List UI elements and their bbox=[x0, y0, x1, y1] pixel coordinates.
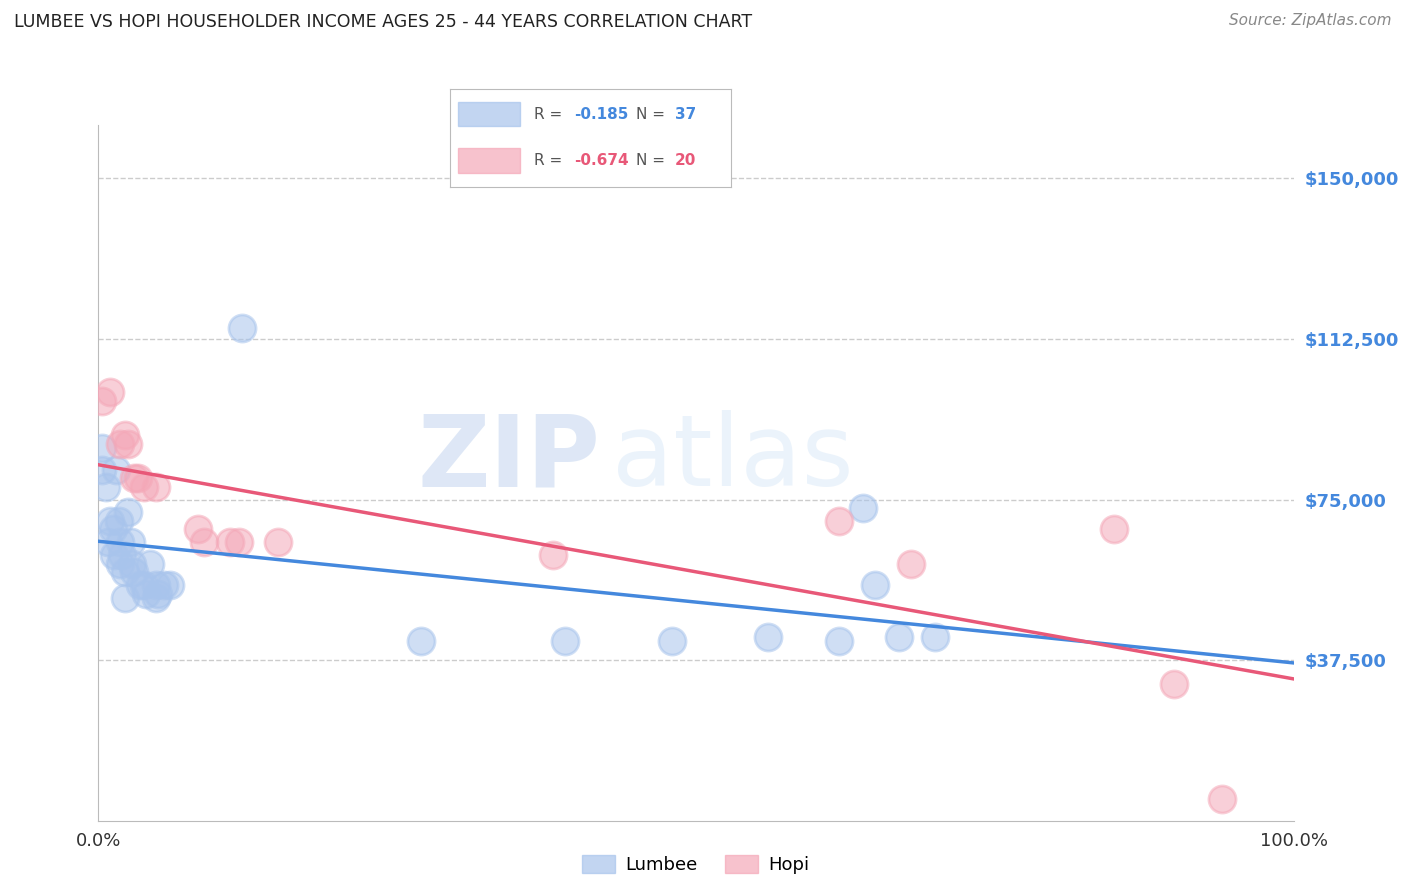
Point bbox=[105, 462, 128, 476]
Text: N =: N = bbox=[636, 153, 669, 169]
Point bbox=[101, 523, 124, 537]
Text: -0.185: -0.185 bbox=[574, 107, 628, 122]
Text: -0.674: -0.674 bbox=[574, 153, 628, 169]
Point bbox=[153, 578, 176, 592]
Point bbox=[145, 480, 167, 494]
Point bbox=[1102, 523, 1125, 537]
Point bbox=[541, 548, 564, 562]
Point bbox=[828, 633, 851, 648]
Point bbox=[129, 578, 152, 592]
Point bbox=[148, 587, 170, 601]
Point bbox=[114, 428, 136, 442]
Point bbox=[114, 566, 136, 580]
Point bbox=[924, 630, 946, 644]
Point bbox=[124, 566, 146, 580]
Text: LUMBEE VS HOPI HOUSEHOLDER INCOME AGES 25 - 44 YEARS CORRELATION CHART: LUMBEE VS HOPI HOUSEHOLDER INCOME AGES 2… bbox=[14, 13, 752, 31]
Point bbox=[111, 548, 134, 562]
Point bbox=[159, 578, 181, 592]
Text: 37: 37 bbox=[675, 107, 696, 122]
Point bbox=[120, 535, 142, 549]
Text: R =: R = bbox=[534, 107, 568, 122]
Bar bbox=[458, 148, 520, 173]
Point bbox=[108, 535, 131, 549]
Point bbox=[132, 578, 155, 592]
Point bbox=[267, 535, 290, 549]
Point bbox=[900, 557, 922, 571]
Point bbox=[863, 578, 887, 592]
Point bbox=[889, 630, 911, 644]
Text: N =: N = bbox=[636, 107, 669, 122]
Point bbox=[97, 535, 120, 549]
Point bbox=[852, 501, 875, 516]
Point bbox=[117, 437, 139, 451]
Point bbox=[145, 578, 167, 592]
Point bbox=[91, 441, 114, 455]
Point bbox=[554, 633, 576, 648]
Point bbox=[98, 514, 122, 528]
Point bbox=[828, 514, 851, 528]
Point bbox=[411, 633, 433, 648]
Point bbox=[91, 462, 114, 476]
Text: R =: R = bbox=[534, 153, 568, 169]
Point bbox=[121, 557, 143, 571]
Point bbox=[228, 535, 250, 549]
Point bbox=[127, 471, 149, 485]
Point bbox=[145, 591, 167, 605]
Point bbox=[107, 514, 129, 528]
Point bbox=[231, 321, 253, 335]
Legend: Lumbee, Hopi: Lumbee, Hopi bbox=[575, 847, 817, 881]
Point bbox=[94, 480, 117, 494]
Point bbox=[135, 587, 157, 601]
Point bbox=[756, 630, 779, 644]
Point bbox=[124, 471, 146, 485]
Point bbox=[1211, 792, 1233, 806]
Point bbox=[187, 523, 209, 537]
Point bbox=[1163, 676, 1185, 690]
Point bbox=[108, 437, 131, 451]
Point bbox=[132, 480, 155, 494]
Point bbox=[103, 548, 125, 562]
Point bbox=[139, 557, 162, 571]
Text: Source: ZipAtlas.com: Source: ZipAtlas.com bbox=[1229, 13, 1392, 29]
Point bbox=[108, 557, 131, 571]
Text: ZIP: ZIP bbox=[418, 410, 600, 508]
Point bbox=[219, 535, 242, 549]
Point bbox=[661, 633, 683, 648]
Point bbox=[193, 535, 215, 549]
Text: atlas: atlas bbox=[613, 410, 853, 508]
Text: 20: 20 bbox=[675, 153, 696, 169]
Point bbox=[114, 591, 136, 605]
Point bbox=[98, 385, 122, 400]
Point bbox=[117, 505, 139, 519]
Point bbox=[91, 394, 114, 409]
Bar bbox=[458, 102, 520, 127]
